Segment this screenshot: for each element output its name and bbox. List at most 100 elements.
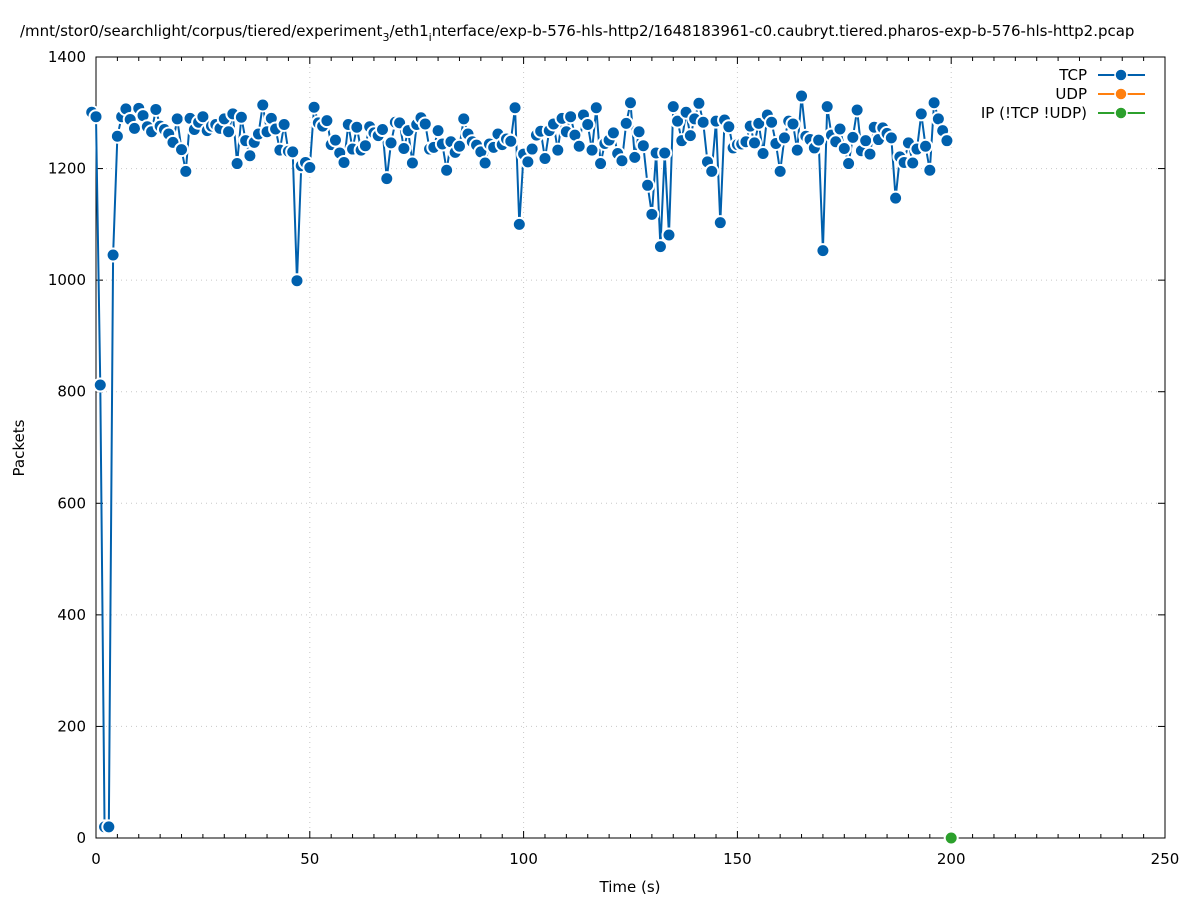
data-point bbox=[811, 132, 827, 148]
data-point bbox=[285, 144, 301, 160]
data-point bbox=[943, 830, 959, 846]
data-point bbox=[836, 140, 852, 156]
data-point bbox=[336, 154, 352, 170]
data-point bbox=[507, 100, 523, 116]
data-point bbox=[233, 109, 249, 125]
data-point bbox=[396, 140, 412, 156]
data-point bbox=[593, 156, 609, 172]
series bbox=[84, 88, 959, 846]
y-tick-label: 400 bbox=[57, 606, 86, 624]
x-tick-label: 200 bbox=[937, 850, 966, 868]
data-point bbox=[747, 135, 762, 151]
y-tick-label: 1200 bbox=[48, 160, 86, 178]
data-point bbox=[451, 138, 467, 154]
data-point bbox=[712, 215, 728, 231]
data-point bbox=[661, 227, 677, 243]
data-point bbox=[105, 247, 121, 263]
data-point bbox=[939, 133, 955, 149]
data-point bbox=[537, 151, 553, 167]
data-point bbox=[584, 142, 600, 158]
data-point bbox=[644, 206, 660, 222]
data-point bbox=[126, 120, 142, 136]
data-point bbox=[623, 95, 638, 111]
data-point bbox=[682, 128, 698, 144]
data-point bbox=[618, 115, 634, 131]
data-point bbox=[776, 130, 792, 146]
x-tick-label: 50 bbox=[300, 850, 319, 868]
data-point bbox=[862, 146, 878, 162]
data-point bbox=[905, 155, 921, 171]
x-tick-label: 0 bbox=[91, 850, 101, 868]
x-tick-label: 150 bbox=[723, 850, 752, 868]
data-point bbox=[721, 119, 737, 135]
data-point bbox=[918, 138, 934, 154]
data-point bbox=[922, 162, 938, 178]
data-point bbox=[417, 116, 433, 132]
data-point bbox=[819, 99, 835, 115]
data-point bbox=[614, 153, 630, 169]
data-point bbox=[255, 97, 271, 113]
data-point bbox=[858, 133, 874, 149]
legend-label: IP (!TCP !UDP) bbox=[981, 104, 1087, 122]
legend-marker bbox=[1114, 106, 1128, 120]
legend-marker bbox=[1114, 87, 1128, 101]
ticks: 0 50 100 150 200 250 0 200 400 600 800 1000 1200 1400 bbox=[48, 48, 1180, 868]
data-point bbox=[289, 273, 305, 289]
data-point bbox=[88, 109, 104, 125]
series-2 bbox=[943, 830, 959, 846]
data-point bbox=[302, 159, 318, 175]
data-point bbox=[888, 190, 904, 206]
legend-label: TCP bbox=[1058, 66, 1087, 84]
data-point bbox=[524, 141, 540, 157]
data-point bbox=[109, 128, 125, 144]
x-axis-title: Time (s) bbox=[599, 878, 661, 896]
title-part-2: /eth1 bbox=[389, 22, 428, 40]
data-point bbox=[477, 155, 493, 171]
x-tick-label: 100 bbox=[509, 850, 538, 868]
data-point bbox=[229, 156, 245, 172]
title-part-3: nterface/exp-b-576-hls-http2/1648183961-… bbox=[432, 22, 1135, 40]
chart-title: /mnt/stor0/searchlight/corpus/tiered/exp… bbox=[20, 22, 1134, 44]
data-point bbox=[148, 101, 164, 117]
data-point bbox=[276, 117, 292, 132]
grid bbox=[95, 56, 1166, 839]
y-tick-label: 600 bbox=[57, 494, 86, 512]
data-point bbox=[665, 99, 681, 115]
data-point bbox=[456, 111, 472, 127]
plot-border bbox=[95, 56, 1166, 839]
data-point bbox=[511, 216, 527, 232]
legend-marker bbox=[1114, 68, 1128, 82]
data-point bbox=[101, 819, 117, 835]
data-point bbox=[631, 124, 647, 140]
data-point bbox=[174, 142, 190, 158]
data-point bbox=[195, 109, 211, 125]
data-point bbox=[221, 124, 237, 140]
data-point bbox=[789, 142, 805, 158]
x-tick-label: 250 bbox=[1151, 850, 1180, 868]
data-point bbox=[563, 109, 579, 125]
data-point bbox=[178, 163, 194, 179]
data-point bbox=[815, 243, 831, 259]
data-point bbox=[503, 133, 519, 149]
data-point bbox=[349, 119, 365, 135]
data-point bbox=[695, 114, 711, 130]
data-point bbox=[627, 149, 643, 165]
data-point bbox=[755, 146, 771, 162]
series-line bbox=[90, 95, 948, 828]
data-point bbox=[772, 163, 788, 179]
data-point bbox=[657, 145, 673, 161]
data-point bbox=[704, 163, 720, 179]
data-point bbox=[379, 171, 395, 187]
y-axis-title: Packets bbox=[10, 419, 28, 476]
data-point bbox=[520, 154, 536, 170]
y-tick-label: 800 bbox=[57, 383, 86, 401]
data-point bbox=[845, 129, 861, 145]
data-point bbox=[605, 125, 621, 141]
data-point bbox=[913, 106, 929, 122]
data-point bbox=[849, 102, 865, 118]
series-0 bbox=[84, 88, 955, 835]
data-point bbox=[580, 117, 596, 132]
data-point bbox=[439, 162, 455, 178]
